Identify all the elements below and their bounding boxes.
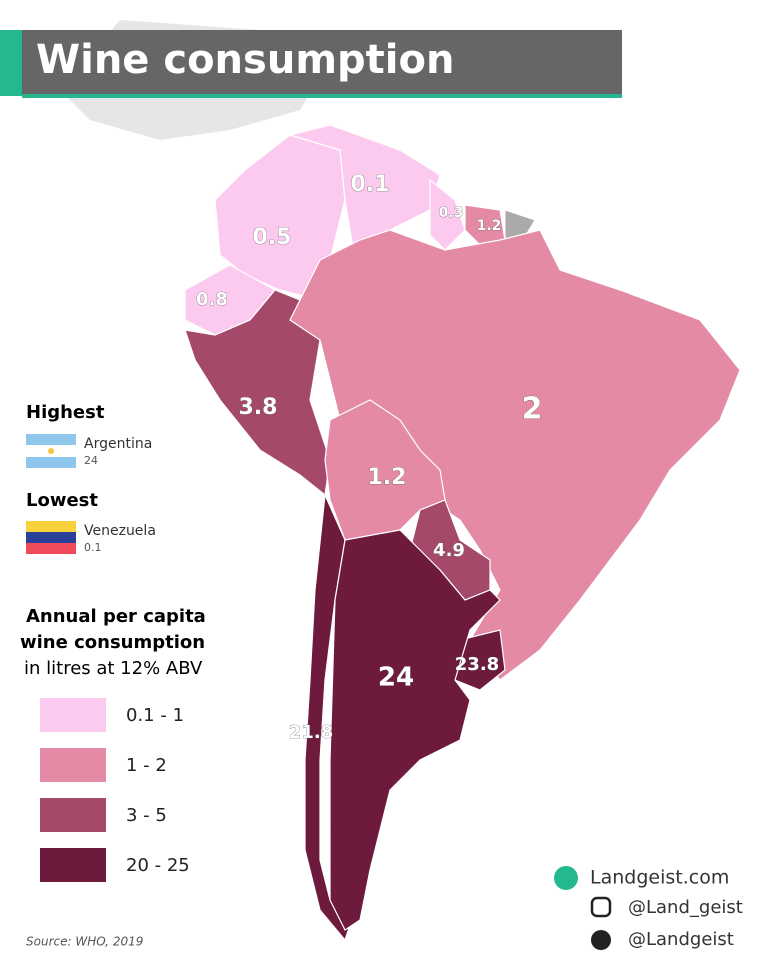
- lowest-value: 0.1: [84, 541, 102, 554]
- instagram-handle[interactable]: @Land_geist: [628, 897, 743, 918]
- region-label: 3.8: [239, 395, 278, 420]
- highest-country: Argentina: [84, 436, 152, 452]
- country: [287, 124, 441, 262]
- lowest-country: Venezuela: [84, 523, 156, 539]
- title: Wine consumption: [36, 37, 454, 83]
- website[interactable]: Landgeist.com: [590, 867, 729, 889]
- legend-label: 20 - 25: [126, 855, 190, 876]
- region-label: 2: [522, 392, 543, 427]
- map: [184, 124, 741, 942]
- region-label: 1.2: [368, 465, 407, 490]
- legend-swatch: [40, 798, 106, 832]
- legend-title-3: in litres at 12% ABV: [24, 658, 203, 679]
- region-label: 0.1: [351, 172, 390, 197]
- region-label: 0.3: [439, 205, 464, 221]
- region-label: 0.8: [196, 289, 228, 310]
- region-label: 23.8: [455, 654, 499, 675]
- legend-title-1: Annual per capita: [26, 606, 206, 627]
- argentina-flag-sun: [48, 448, 54, 454]
- legend-label: 3 - 5: [126, 805, 167, 826]
- title-underline: [22, 94, 622, 98]
- region-label: 4.9: [433, 540, 465, 561]
- region-label: 0.5: [253, 225, 292, 250]
- title-banner: [22, 30, 622, 96]
- legend-swatch: [40, 748, 106, 782]
- highest-heading: Highest: [26, 402, 105, 423]
- legend-title-2: wine consumption: [20, 632, 205, 653]
- venezuela-flag-red: [26, 543, 76, 554]
- venezuela-flag-yellow: [26, 521, 76, 532]
- title-accent: [0, 30, 22, 96]
- legend-label: 0.1 - 1: [126, 705, 184, 726]
- country: [184, 289, 331, 497]
- source: Source: WHO, 2019: [26, 935, 143, 949]
- region-label: 24: [378, 663, 414, 693]
- legend-swatch: [40, 848, 106, 882]
- region-label: 21.8: [289, 722, 333, 743]
- instagram-icon: [590, 896, 612, 918]
- country: [329, 529, 501, 931]
- legend: 0.1 - 1 1 - 2 3 - 5 20 - 25: [40, 698, 190, 882]
- region-label: 1.2: [477, 218, 502, 234]
- landgeist-icon: [554, 866, 578, 890]
- legend-label: 1 - 2: [126, 755, 167, 776]
- highest-value: 24: [84, 454, 98, 467]
- twitter-handle[interactable]: @Landgeist: [628, 929, 734, 950]
- venezuela-flag-blue: [26, 532, 76, 543]
- twitter-icon: [591, 930, 611, 950]
- lowest-heading: Lowest: [26, 490, 98, 511]
- legend-swatch: [40, 698, 106, 732]
